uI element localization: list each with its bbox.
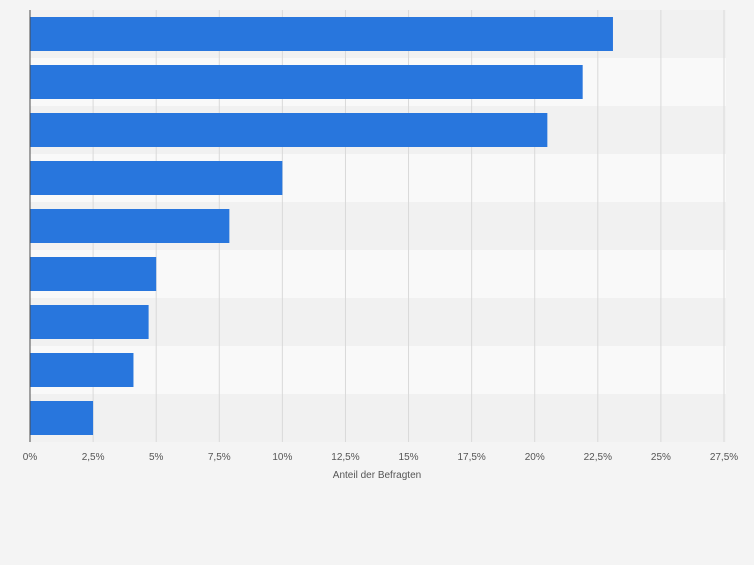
x-tick-label: 20%	[525, 452, 545, 463]
row-band	[30, 346, 726, 394]
x-tick-label: 0%	[23, 452, 38, 463]
bar[interactable]	[30, 209, 230, 243]
bar[interactable]	[30, 65, 583, 99]
x-tick-label: 10%	[272, 452, 292, 463]
x-tick-label: 22,5%	[584, 452, 612, 463]
x-tick-label: 5%	[149, 452, 164, 463]
bar[interactable]	[30, 353, 134, 387]
x-tick-label: 7,5%	[208, 452, 231, 463]
x-tick-label: 27,5%	[710, 452, 738, 463]
x-tick-label: 25%	[651, 452, 671, 463]
row-band	[30, 394, 726, 442]
bar[interactable]	[30, 257, 157, 291]
x-axis-label: Anteil der Befragten	[333, 470, 421, 481]
bar[interactable]	[30, 401, 94, 435]
x-tick-label: 15%	[399, 452, 419, 463]
x-tick-label: 12,5%	[331, 452, 359, 463]
bar[interactable]	[30, 113, 548, 147]
x-tick-labels: 0% 2,5% 5% 7,5% 10% 12,5% 15% 17,5% 20% 22,5% 25% 2…	[23, 452, 739, 463]
bars	[30, 17, 613, 435]
x-tick-label: 17,5%	[457, 452, 485, 463]
bar[interactable]	[30, 17, 613, 51]
bar[interactable]	[30, 305, 149, 339]
x-tick-label: 2,5%	[82, 452, 105, 463]
bar[interactable]	[30, 161, 283, 195]
